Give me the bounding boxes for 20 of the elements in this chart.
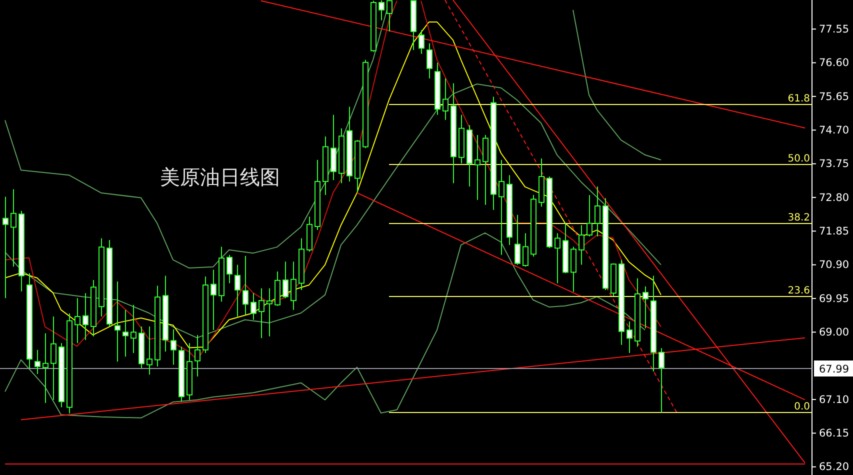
y-tick-label: 69.95 [819,292,850,305]
annotation: 0.0 [794,402,810,412]
y-tick-label: 72.80 [819,192,850,204]
y-tick-label: 70.90 [819,259,850,272]
y-tick-label: 71.85 [819,225,850,238]
y-tick-label: 77.55 [819,23,850,36]
y-tick-label: 74.70 [819,124,850,136]
y-tick-label: 75.65 [819,90,850,103]
y-tick-label: 67.10 [819,394,850,406]
ref-line-label: 67.99 [818,364,850,376]
text: 美原油日线图 [160,165,280,189]
annotation: 38.2 [788,212,810,224]
y-tick-label: 65.20 [819,461,850,474]
y-tick-label: 69.00 [819,326,850,339]
annotation: 50.0 [788,154,810,164]
y-tick-label: 73.75 [819,158,850,170]
annotation: 23.6 [788,286,810,296]
y-tick-label: 66.15 [819,428,850,440]
y-tick-label: 76.60 [819,57,850,70]
annotation: 61.8 [788,94,810,104]
